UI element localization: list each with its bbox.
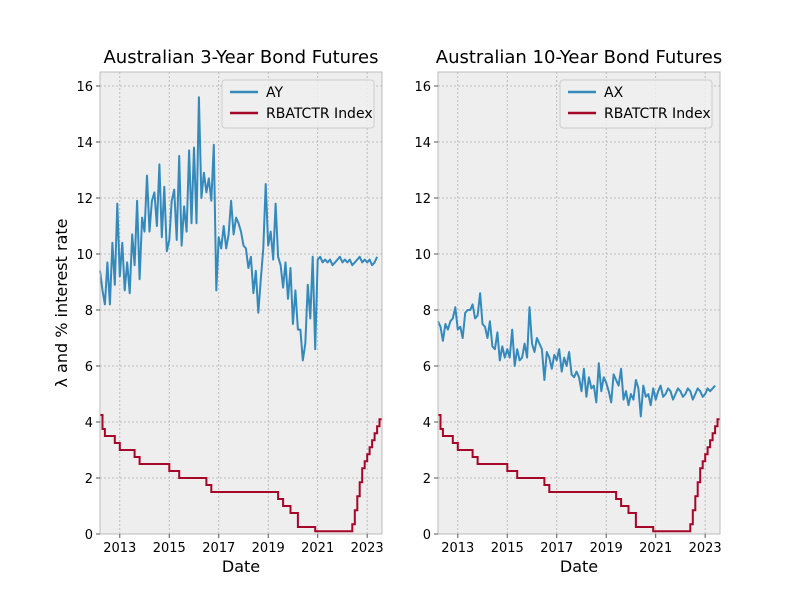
panel-3-year: 0 2 4 6 8 10 12 14 16 2013 2015 2017 2019 2021 2023 Aus… [76, 47, 383, 576]
series-line-ax [437, 292, 716, 418]
y-tick-label: 6 [423, 360, 431, 375]
legend-entry: RBATCTR Index [266, 106, 373, 122]
x-tick-label: 2019 [252, 541, 285, 556]
x-tick-label: 2013 [441, 541, 474, 556]
x-tick-label: 2021 [301, 541, 334, 556]
y-tick-label: 2 [85, 472, 93, 487]
y-tick-label: 4 [85, 416, 93, 431]
y-tick-label: 4 [423, 416, 431, 431]
y-tick-label: 8 [85, 304, 93, 319]
panel-10-year: 0 2 4 6 8 10 12 14 16 2013 2015 2017 2019 2021 2023 Aus… [414, 47, 722, 576]
y-tick-label: 16 [76, 80, 93, 95]
x-tick-label: 2021 [639, 541, 672, 556]
plot-frame [437, 71, 721, 535]
y-tick-label: 2 [423, 472, 431, 487]
y-tick-label: 6 [85, 360, 93, 375]
x-tick-label: 2015 [491, 541, 524, 556]
y-axis-label: λ and % interest rate [52, 219, 71, 388]
x-axis-label: Date [560, 557, 598, 576]
y-tick-label: 14 [76, 136, 93, 151]
y-tick-label: 12 [414, 192, 431, 207]
legend-entry: RBATCTR Index [604, 106, 711, 122]
legend: AY RBATCTR Index [221, 79, 375, 129]
x-tick-label: 2017 [540, 541, 573, 556]
legend-box [559, 79, 713, 129]
x-tick-label: 2019 [590, 541, 623, 556]
plot-frame [99, 71, 383, 535]
series-line-rbatctr [438, 414, 720, 533]
chart-title: Australian 10-Year Bond Futures [436, 47, 722, 68]
y-tick-label: 14 [414, 136, 431, 151]
y-tick-label: 16 [414, 80, 431, 95]
series-line-ay [99, 96, 379, 362]
x-tick-label: 2023 [351, 541, 384, 556]
x-tick-label: 2013 [103, 541, 136, 556]
chart-title: Australian 3-Year Bond Futures [103, 47, 378, 68]
y-tick-label: 10 [76, 248, 93, 263]
y-tick-label: 12 [76, 192, 93, 207]
legend-entry: AY [266, 85, 283, 101]
series-line-rbatctr [100, 414, 382, 533]
x-tick-label: 2023 [689, 541, 722, 556]
y-tick-label: 8 [423, 304, 431, 319]
legend-box [221, 79, 375, 129]
x-tick-label: 2017 [202, 541, 235, 556]
plot-area [100, 72, 382, 534]
legend: AX RBATCTR Index [559, 79, 713, 129]
y-tick-label: 0 [85, 528, 93, 543]
x-axis-label: Date [222, 557, 260, 576]
y-tick-label: 10 [414, 248, 431, 263]
legend-entry: AX [604, 85, 624, 101]
plot-area [438, 72, 720, 534]
x-tick-label: 2015 [153, 541, 186, 556]
y-tick-label: 0 [423, 528, 431, 543]
